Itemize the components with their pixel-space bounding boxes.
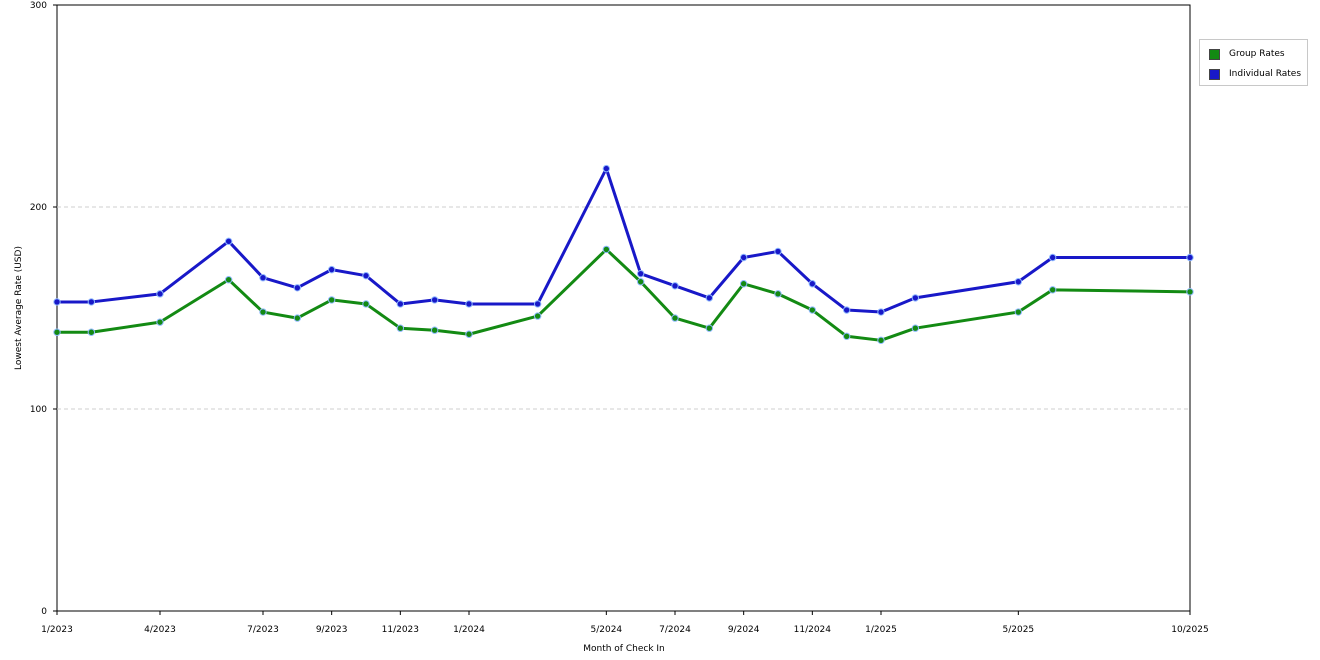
data-point-group-rates: [224, 276, 233, 284]
data-point-group-rates: [1186, 288, 1194, 296]
data-point-group-rates: [671, 314, 679, 322]
legend-label-individual-rates: Individual Rates: [1229, 69, 1302, 79]
data-point-group-rates: [1048, 286, 1057, 294]
data-point-group-rates: [636, 278, 645, 286]
data-point-group-rates: [53, 328, 61, 336]
data-point-individual-rates: [259, 274, 267, 282]
data-point-group-rates: [156, 318, 164, 326]
x-tick-label: 7/2023: [247, 625, 279, 635]
data-point-group-rates: [842, 332, 851, 340]
data-point-group-rates: [533, 312, 542, 320]
y-tick-label: 0: [41, 607, 47, 617]
data-point-group-rates: [87, 328, 96, 336]
data-point-individual-rates: [1186, 253, 1194, 262]
data-point-individual-rates: [602, 164, 611, 173]
data-point-individual-rates: [911, 294, 920, 302]
x-tick-label: 1/2023: [41, 625, 73, 635]
data-point-group-rates: [877, 336, 885, 345]
data-point-group-rates: [465, 330, 473, 338]
x-tick-label: 1/2024: [453, 625, 485, 635]
data-point-individual-rates: [671, 282, 679, 290]
x-tick-label: 1/2025: [865, 625, 897, 635]
x-tick-label: 7/2024: [659, 625, 691, 635]
data-point-individual-rates: [156, 290, 164, 298]
legend-swatch-group-rates: [1209, 48, 1220, 60]
data-point-group-rates: [602, 245, 611, 254]
data-point-group-rates: [1014, 308, 1023, 316]
data-point-individual-rates: [739, 253, 748, 262]
data-point-group-rates: [808, 306, 817, 314]
data-point-individual-rates: [1048, 253, 1057, 262]
data-point-group-rates: [774, 290, 782, 298]
data-point-group-rates: [362, 300, 370, 308]
data-point-individual-rates: [842, 306, 851, 314]
data-point-individual-rates: [705, 294, 714, 302]
data-point-individual-rates: [533, 300, 542, 308]
data-point-individual-rates: [636, 269, 645, 278]
data-point-individual-rates: [465, 300, 473, 308]
data-point-group-rates: [327, 296, 336, 304]
legend: Group Rates Individual Rates: [1199, 39, 1308, 86]
x-tick-label: 5/2024: [590, 625, 622, 635]
data-point-individual-rates: [327, 265, 336, 274]
data-point-individual-rates: [87, 298, 96, 306]
x-tick-label: 9/2023: [316, 625, 348, 635]
x-tick-label: 5/2025: [1002, 625, 1034, 635]
data-point-group-rates: [911, 324, 920, 332]
data-point-individual-rates: [224, 237, 233, 246]
data-point-individual-rates: [293, 284, 302, 292]
x-tick-label: 10/2025: [1171, 625, 1208, 635]
data-point-individual-rates: [362, 271, 370, 280]
data-point-individual-rates: [430, 296, 439, 304]
data-point-group-rates: [293, 314, 302, 322]
data-point-group-rates: [259, 308, 267, 316]
data-point-group-rates: [705, 324, 714, 332]
legend-swatch-individual-rates: [1209, 68, 1220, 80]
data-point-group-rates: [430, 326, 439, 334]
series-group: [53, 164, 1194, 345]
y-tick-label: 300: [30, 1, 47, 11]
data-point-individual-rates: [1014, 278, 1023, 286]
y-tick-label: 100: [30, 405, 47, 415]
data-point-individual-rates: [808, 280, 817, 288]
data-point-individual-rates: [877, 308, 885, 316]
data-point-individual-rates: [396, 300, 405, 308]
legend-item-group-rates: Group Rates: [1209, 47, 1285, 61]
x-tick-label: 9/2024: [728, 625, 760, 635]
x-axis: 1/2023 4/2023 7/2023 9/2023 11/2023 1/2024 5/2…: [41, 611, 1209, 635]
x-tick-label: 11/2024: [794, 625, 832, 635]
x-tick-label: 4/2023: [144, 625, 176, 635]
legend-item-individual-rates: Individual Rates: [1209, 67, 1301, 81]
data-point-group-rates: [739, 280, 748, 288]
legend-label-group-rates: Group Rates: [1229, 49, 1285, 59]
y-axis: 0 100 200 300: [30, 1, 57, 617]
data-point-group-rates: [396, 324, 405, 332]
x-axis-title: Month of Check In: [583, 644, 665, 654]
plot-area: [56, 4, 1191, 612]
x-tick-label: 11/2023: [382, 625, 419, 635]
y-tick-label: 200: [30, 203, 47, 213]
y-axis-title: Lowest Average Rate (USD): [14, 246, 24, 370]
data-point-individual-rates: [774, 247, 782, 256]
data-point-individual-rates: [53, 298, 61, 306]
